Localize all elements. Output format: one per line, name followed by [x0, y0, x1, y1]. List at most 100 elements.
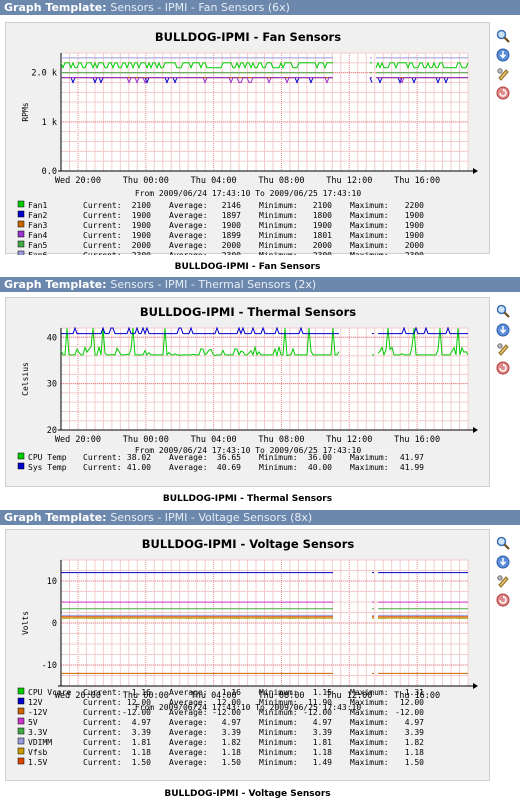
series-line-fan1: [375, 61, 469, 70]
legend-minimum-label: Minimum:: [259, 708, 298, 717]
legend-maximum-label: Maximum:: [350, 453, 389, 462]
legend-minimum-value: 2000: [313, 241, 332, 250]
legend-average-label: Average:: [169, 748, 208, 757]
graph-actions: [494, 303, 514, 379]
edit-icon[interactable]: [496, 341, 510, 356]
legend-minimum-label: Minimum:: [259, 231, 298, 240]
x-tick-label: Thu 04:00: [191, 435, 237, 445]
legend-maximum-value: 2300: [405, 251, 424, 255]
delete-icon[interactable]: [496, 592, 510, 607]
delete-icon[interactable]: [496, 360, 510, 375]
legend-average-value: 1.82: [222, 738, 241, 747]
y-tick-label: 30: [47, 380, 57, 390]
x-tick-label: Thu 16:00: [394, 176, 440, 186]
zoom-icon[interactable]: [496, 535, 510, 550]
legend-minimum-label: Minimum:: [259, 748, 298, 757]
legend-minimum-value: 1.15: [313, 688, 332, 697]
legend-maximum-value: 1.82: [405, 738, 424, 747]
y-tick-label: 1 k: [42, 118, 57, 128]
fan-sensors-graph[interactable]: BULLDOG-IPMI - Fan Sensors 0.0 1 k 2.0 k RPM…: [5, 22, 490, 255]
header-template-name[interactable]: Sensors - IPMI - Fan Sensors (6x): [110, 1, 290, 14]
graph-caption: BULLDOG-IPMI - Voltage Sensors: [164, 789, 331, 799]
legend-average-label: Average:: [169, 728, 208, 737]
legend-maximum-label: Maximum:: [350, 241, 389, 250]
legend-minimum-value: 2300: [313, 251, 332, 255]
chart-title: BULLDOG-IPMI - Fan Sensors: [155, 30, 341, 44]
legend-average-label: Average:: [169, 698, 208, 707]
legend-swatch: [17, 747, 25, 755]
legend-minimum-label: Minimum:: [259, 728, 298, 737]
x-tick-label: Thu 12:00: [326, 435, 372, 445]
legend-swatch: [17, 220, 25, 228]
legend-current-value: 4.97: [132, 718, 151, 727]
legend-current-label: Current:: [83, 251, 122, 255]
thermal-section: Graph Template: Sensors - IPMI - Thermal…: [0, 277, 520, 504]
y-tick-label: 10: [47, 577, 57, 587]
legend-minimum-value: -12.00: [303, 708, 332, 717]
legend-current-value: 2000: [132, 241, 151, 250]
chart-title: BULLDOG-IPMI - Voltage Sensors: [142, 537, 355, 551]
legend-average-value: 2146: [222, 201, 241, 210]
legend-average-value: 4.97: [222, 718, 241, 727]
legend-maximum-value: 1.31: [405, 688, 424, 697]
legend-average-label: Average:: [169, 231, 208, 240]
legend-maximum-value: 12.00: [400, 698, 424, 707]
delete-icon[interactable]: [496, 85, 510, 100]
legend-current-value: 1900: [132, 221, 151, 230]
legend-average-label: Average:: [169, 688, 208, 697]
legend-swatch: [17, 707, 25, 715]
legend-current-label: Current:: [83, 698, 122, 707]
legend-average-value: 2300: [222, 251, 241, 255]
legend-series-name: Fan2: [28, 211, 47, 220]
legend-series-name: -12V: [28, 708, 47, 717]
x-tick-label: Thu 12:00: [326, 691, 372, 701]
legend-series-name: Fan4: [28, 231, 47, 240]
legend-minimum-label: Minimum:: [259, 211, 298, 220]
download-icon[interactable]: [496, 47, 510, 62]
x-tick-label: Thu 04:00: [191, 176, 237, 186]
legend-series-name: CPU Vcore: [28, 688, 72, 697]
legend-current-label: Current:: [83, 201, 122, 210]
legend-maximum-label: Maximum:: [350, 708, 389, 717]
date-range-label: From 2009/06/24 17:43:10 To 2009/06/25 1…: [135, 189, 362, 198]
legend-swatch: [17, 200, 25, 208]
thermal-sensors-graph[interactable]: BULLDOG-IPMI - Thermal Sensors 20 30 40 Cels…: [5, 297, 490, 487]
legend-maximum-label: Maximum:: [350, 221, 389, 230]
legend-average-label: Average:: [169, 211, 208, 220]
legend-series-name: VDIMM: [28, 738, 52, 747]
zoom-icon[interactable]: [496, 28, 510, 43]
legend-minimum-label: Minimum:: [259, 201, 298, 210]
legend-average-value: 1.18: [222, 748, 241, 757]
legend-current-value: 1.50: [132, 758, 151, 767]
legend-current-value: 1.18: [132, 748, 151, 757]
legend-swatch: [17, 210, 25, 218]
legend-series-name: Fan6: [28, 251, 47, 255]
voltage-sensors-graph[interactable]: BULLDOG-IPMI - Voltage Sensors -10 0 10 Volt…: [5, 529, 490, 781]
edit-icon[interactable]: [496, 573, 510, 588]
legend-minimum-label: Minimum:: [259, 758, 298, 767]
y-axis-label: RPMs: [21, 102, 30, 121]
download-icon[interactable]: [496, 322, 510, 337]
download-icon[interactable]: [496, 554, 510, 569]
voltage-sensors-chart: BULLDOG-IPMI - Voltage Sensors -10 0 10 Volt…: [17, 537, 478, 767]
series-line-fan1: [60, 61, 333, 70]
legend-average-label: Average:: [169, 718, 208, 727]
series-line-fan2: [369, 77, 373, 83]
legend-current-value: 2100: [132, 201, 151, 210]
header-template-name[interactable]: Sensors - IPMI - Voltage Sensors (8x): [110, 511, 313, 524]
header-template-name[interactable]: Sensors - IPMI - Thermal Sensors (2x): [110, 278, 317, 291]
legend-maximum-label: Maximum:: [350, 201, 389, 210]
chart-title: BULLDOG-IPMI - Thermal Sensors: [140, 305, 356, 319]
legend-current-value: 3.39: [132, 728, 151, 737]
edit-icon[interactable]: [496, 66, 510, 81]
legend-current-label: Current:: [83, 453, 122, 462]
graph-template-header: Graph Template: Sensors - IPMI - Thermal…: [0, 277, 520, 292]
legend-maximum-label: Maximum:: [350, 758, 389, 767]
legend-maximum-value: 1900: [405, 231, 424, 240]
zoom-icon[interactable]: [496, 303, 510, 318]
legend-series-name: Sys Temp: [28, 463, 67, 472]
legend-series-name: 1.5V: [28, 758, 47, 767]
y-axis-label: Celsius: [21, 362, 30, 396]
x-tick-label: Thu 12:00: [326, 176, 372, 186]
legend-minimum-label: Minimum:: [259, 221, 298, 230]
